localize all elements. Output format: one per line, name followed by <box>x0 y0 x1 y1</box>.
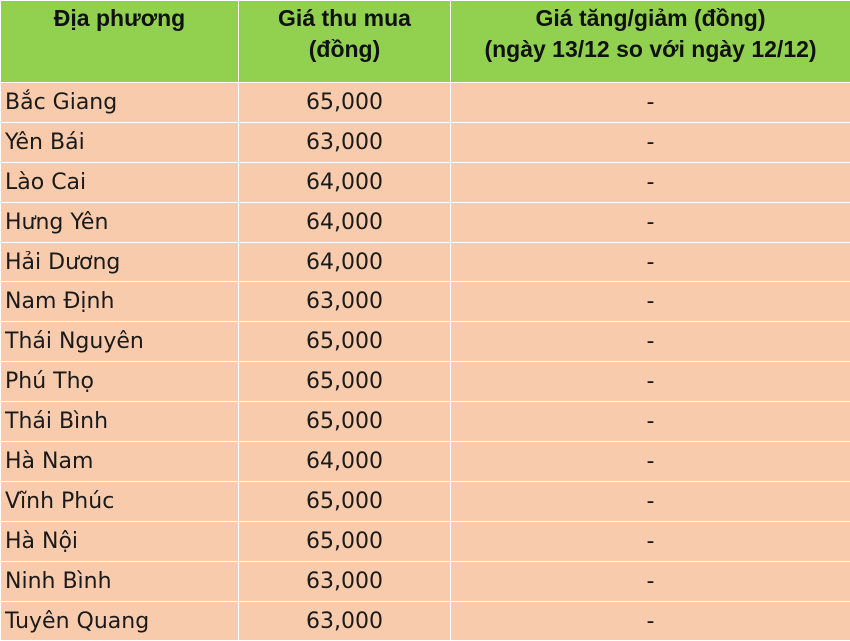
region-cell: Yên Bái <box>1 122 239 162</box>
price-cell: 63,000 <box>239 561 451 601</box>
change-cell: - <box>451 162 850 202</box>
price-cell: 64,000 <box>239 242 451 282</box>
price-cell: 64,000 <box>239 202 451 242</box>
change-cell: - <box>451 402 850 442</box>
change-cell: - <box>451 83 850 123</box>
change-cell: - <box>451 362 850 402</box>
region-cell: Lào Cai <box>1 162 239 202</box>
price-cell: 65,000 <box>239 481 451 521</box>
region-cell: Hải Dương <box>1 242 239 282</box>
price-cell: 64,000 <box>239 162 451 202</box>
header-price-line1: Giá thu mua <box>243 3 446 34</box>
region-cell: Bắc Giang <box>1 83 239 123</box>
change-cell: - <box>451 561 850 601</box>
change-cell: - <box>451 521 850 561</box>
region-cell: Tuyên Quang <box>1 601 239 641</box>
header-region: Địa phương <box>1 1 239 83</box>
price-cell: 63,000 <box>239 122 451 162</box>
change-cell: - <box>451 481 850 521</box>
header-price: Giá thu mua(đồng) <box>239 1 451 83</box>
region-cell: Nam Định <box>1 282 239 322</box>
region-cell: Thái Nguyên <box>1 322 239 362</box>
header-row: Địa phương Giá thu mua(đồng) Giá tăng/gi… <box>1 1 850 83</box>
region-cell: Vĩnh Phúc <box>1 481 239 521</box>
region-cell: Hà Nội <box>1 521 239 561</box>
header-price-line2: (đồng) <box>243 34 446 65</box>
price-cell: 65,000 <box>239 83 451 123</box>
price-cell: 65,000 <box>239 402 451 442</box>
change-cell: - <box>451 442 850 482</box>
change-cell: - <box>451 601 850 641</box>
region-cell: Ninh Bình <box>1 561 239 601</box>
region-cell: Thái Bình <box>1 402 239 442</box>
change-cell: - <box>451 322 850 362</box>
change-cell: - <box>451 242 850 282</box>
change-cell: - <box>451 202 850 242</box>
header-change-line1: Giá tăng/giảm (đồng) <box>455 3 846 34</box>
price-cell: 63,000 <box>239 282 451 322</box>
price-cell: 63,000 <box>239 601 451 641</box>
price-cell: 65,000 <box>239 322 451 362</box>
header-change: Giá tăng/giảm (đồng)(ngày 13/12 so với n… <box>451 1 850 83</box>
change-cell: - <box>451 122 850 162</box>
region-cell: Phú Thọ <box>1 362 239 402</box>
price-cell: 65,000 <box>239 362 451 402</box>
price-cell: 65,000 <box>239 521 451 561</box>
region-cell: Hưng Yên <box>1 202 239 242</box>
region-cell: Hà Nam <box>1 442 239 482</box>
header-region-text: Địa phương <box>5 3 234 34</box>
header-change-line2: (ngày 13/12 so với ngày 12/12) <box>455 34 846 65</box>
change-cell: - <box>451 282 850 322</box>
price-cell: 64,000 <box>239 442 451 482</box>
